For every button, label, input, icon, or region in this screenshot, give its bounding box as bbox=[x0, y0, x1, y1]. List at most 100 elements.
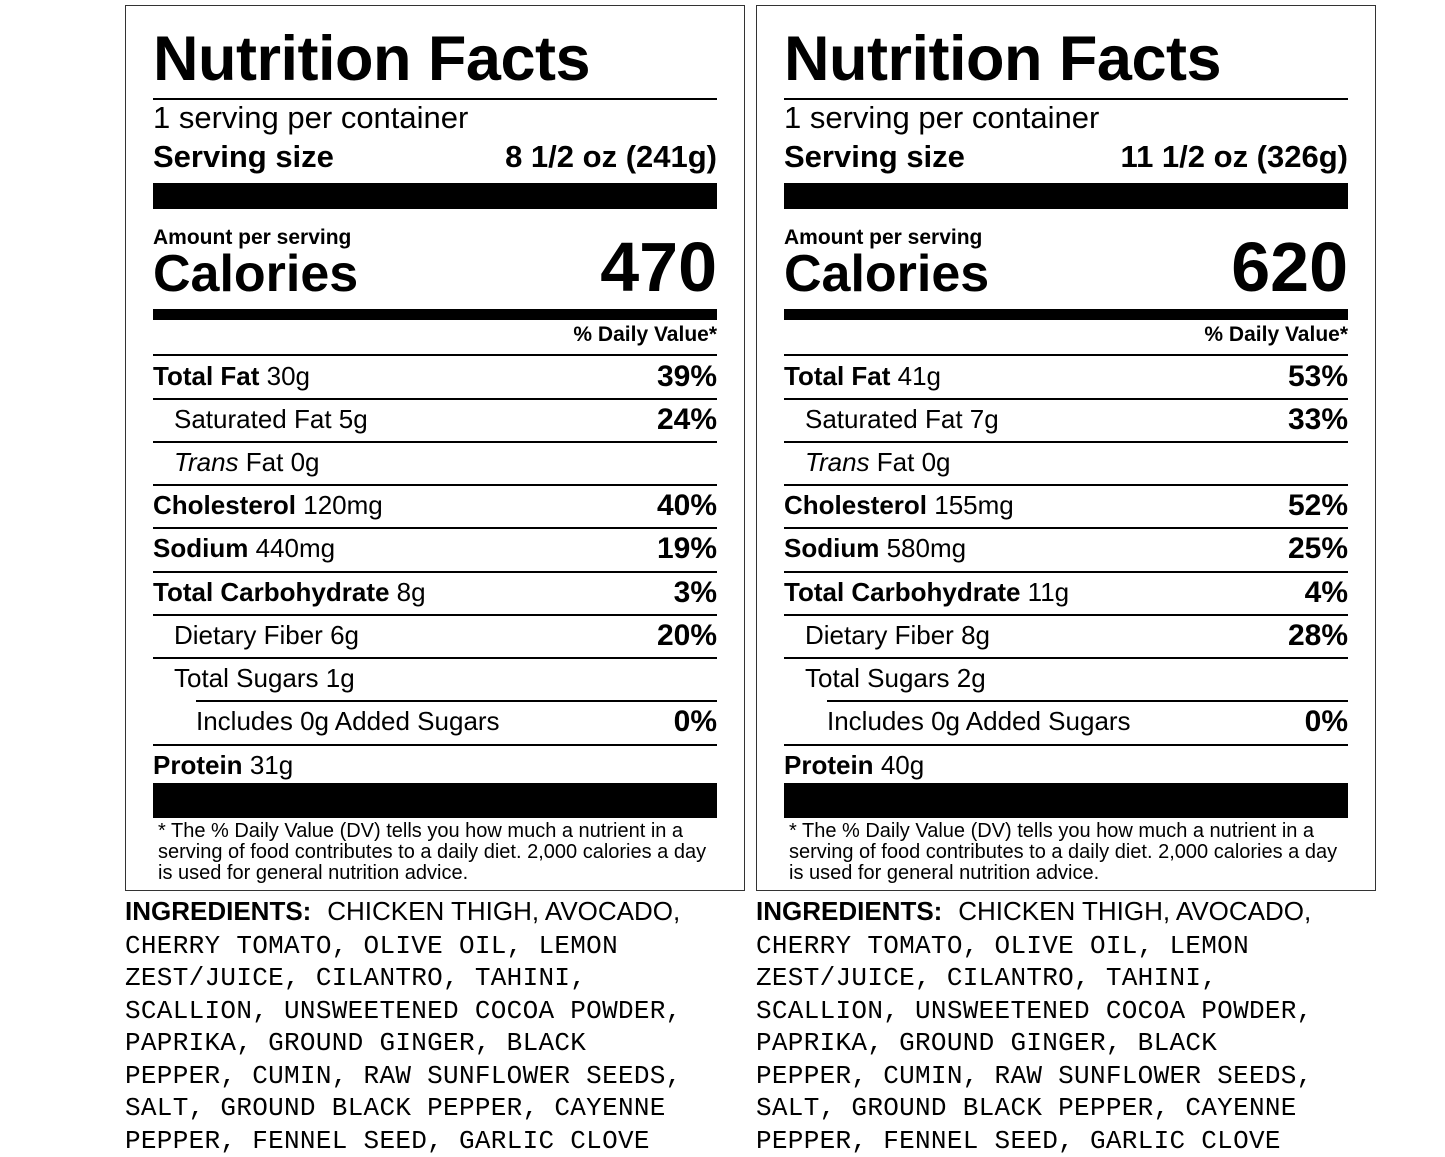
nutrient-name: Total Carbohydrate bbox=[153, 577, 390, 607]
ingredients-line: PEPPER, CUMIN, RAW SUNFLOWER SEEDS, bbox=[125, 1060, 682, 1091]
divider-thin bbox=[153, 744, 717, 746]
nutrient-amount: 1g bbox=[325, 663, 355, 693]
nutrient-amount: 30g bbox=[266, 361, 311, 391]
nutrient-row-total-carbohydrate: Total Carbohydrate 8g 3% bbox=[153, 571, 717, 614]
ingredients-line: CHICKEN THIGH, AVOCADO, bbox=[327, 896, 681, 926]
nutrient-dv: 52% bbox=[1287, 488, 1348, 522]
nutrient-row-dietary-fiber: Dietary Fiber 8g 28% bbox=[784, 614, 1348, 657]
divider-thin bbox=[784, 614, 1348, 616]
nutrient-name: Dietary Fiber bbox=[174, 620, 323, 650]
divider-thin bbox=[784, 571, 1348, 573]
nutrient-name: Saturated Fat bbox=[174, 404, 332, 434]
nutrient-name: Saturated Fat bbox=[805, 404, 963, 434]
nutrient-amount: 8g bbox=[396, 577, 426, 607]
ingredients-line: PAPRIKA, GROUND GINGER, BLACK bbox=[125, 1028, 587, 1058]
nutrient-dv: 25% bbox=[1287, 531, 1348, 565]
divider-thin bbox=[784, 98, 1348, 100]
ingredients-line: PAPRIKA, GROUND GINGER, BLACK bbox=[756, 1028, 1218, 1058]
divider-thin bbox=[196, 700, 717, 702]
divider-thin bbox=[784, 441, 1348, 443]
nutrient-name: Protein bbox=[784, 750, 874, 780]
nutrient-dv: 53% bbox=[1287, 359, 1348, 393]
divider-thin bbox=[153, 441, 717, 443]
nutrient-row-total-sugars: Total Sugars 2g bbox=[784, 657, 1348, 700]
amount-per-serving: Amount per serving bbox=[153, 226, 352, 249]
nutrient-name-italic: Trans bbox=[174, 447, 239, 477]
nutrient-dv: 28% bbox=[1287, 618, 1348, 652]
divider-thin bbox=[784, 657, 1348, 659]
ingredients-line: SCALLION, UNSWEETENED COCOA POWDER, bbox=[756, 995, 1313, 1026]
divider-medium bbox=[784, 309, 1348, 320]
nutrient-amount: 0g bbox=[921, 447, 951, 477]
divider-thick bbox=[153, 783, 717, 818]
serving-size-value: 11 1/2 oz (326g) bbox=[1120, 139, 1348, 174]
nutrient-name: Cholesterol bbox=[153, 490, 297, 520]
nutrient-amount: 6g bbox=[330, 620, 359, 650]
nutrient-row-cholesterol: Cholesterol 155mg 52% bbox=[784, 484, 1348, 527]
ingredients-line: PEPPER, FENNEL SEED, GARLIC CLOVE bbox=[756, 1125, 1281, 1156]
nutrient-dv: 4% bbox=[1304, 575, 1348, 609]
nutrient-dv: 33% bbox=[1287, 402, 1348, 436]
divider-thin bbox=[784, 484, 1348, 486]
nutrient-amount: 580mg bbox=[886, 533, 967, 563]
daily-value-header: % Daily Value* bbox=[1204, 323, 1348, 346]
nutrient-name: Fat bbox=[876, 447, 915, 477]
nutrient-row-sodium: Sodium 440mg 19% bbox=[153, 527, 717, 570]
servings-per-container: 1 serving per container bbox=[784, 100, 1100, 135]
nutrient-dv: 40% bbox=[656, 488, 717, 522]
divider-thin bbox=[153, 571, 717, 573]
label-title: Nutrition Facts bbox=[153, 24, 591, 94]
nutrient-amount: 5g bbox=[338, 404, 368, 434]
servings-per-container: 1 serving per container bbox=[153, 100, 469, 135]
calories-label: Calories bbox=[153, 245, 359, 303]
nutrient-amount: 40g bbox=[880, 750, 925, 780]
nutrient-amount: 440mg bbox=[255, 533, 336, 563]
divider-thin bbox=[153, 614, 717, 616]
nutrient-row-added-sugars: Includes 0g Added Sugars 0% bbox=[784, 700, 1348, 743]
ingredients-line: CHERRY TOMATO, OLIVE OIL, LEMON bbox=[756, 930, 1249, 961]
ingredients-line: PEPPER, CUMIN, RAW SUNFLOWER SEEDS, bbox=[756, 1060, 1313, 1091]
ingredients-line: CHERRY TOMATO, OLIVE OIL, LEMON bbox=[125, 930, 618, 961]
nutrient-name: Dietary Fiber bbox=[805, 620, 954, 650]
divider-thin bbox=[784, 354, 1348, 356]
divider-thin bbox=[784, 744, 1348, 746]
nutrient-name: Sodium bbox=[153, 533, 249, 563]
nutrient-amount: 120mg bbox=[303, 490, 383, 520]
nutrient-row-protein: Protein 40g bbox=[784, 744, 1348, 787]
ingredients-line: ZEST/JUICE, CILANTRO, TAHINI, bbox=[125, 963, 587, 993]
nutrient-name: Includes 0g Added Sugars bbox=[827, 706, 1131, 736]
ingredients-line: ZEST/JUICE, CILANTRO, TAHINI, bbox=[756, 963, 1218, 993]
divider-medium bbox=[153, 309, 717, 320]
divider-thin bbox=[153, 398, 717, 400]
nutrient-name-italic: Trans bbox=[805, 447, 870, 477]
nutrient-row-protein: Protein 31g bbox=[153, 744, 717, 787]
nutrient-name: Total Fat bbox=[153, 361, 260, 391]
nutrient-dv: 39% bbox=[656, 359, 717, 393]
calories-value: 620 bbox=[1231, 228, 1348, 306]
nutrient-row-trans-fat: Trans Fat 0g bbox=[784, 441, 1348, 484]
nutrient-amount: 155mg bbox=[934, 490, 1014, 520]
nutrient-row-total-fat: Total Fat 41g 53% bbox=[784, 355, 1348, 398]
nutrient-row-saturated-fat: Saturated Fat 5g 24% bbox=[153, 398, 717, 441]
nutrient-row-saturated-fat: Saturated Fat 7g 33% bbox=[784, 398, 1348, 441]
ingredients-line: SALT, GROUND BLACK PEPPER, CAYENNE bbox=[125, 1093, 666, 1123]
nutrient-row-trans-fat: Trans Fat 0g bbox=[153, 441, 717, 484]
serving-size-value: 8 1/2 oz (241g) bbox=[505, 139, 717, 174]
nutrient-dv: 0% bbox=[1304, 704, 1348, 738]
nutrient-dv: 19% bbox=[656, 531, 717, 565]
nutrient-amount: 8g bbox=[961, 620, 990, 650]
nutrient-name: Cholesterol bbox=[784, 490, 928, 520]
label-title: Nutrition Facts bbox=[784, 24, 1222, 94]
nutrient-dv: 3% bbox=[673, 575, 717, 609]
ingredients-line: SALT, GROUND BLACK PEPPER, CAYENNE bbox=[756, 1093, 1297, 1123]
calories-value: 470 bbox=[600, 228, 717, 306]
nutrient-row-total-sugars: Total Sugars 1g bbox=[153, 657, 717, 700]
daily-value-footnote: * The % Daily Value (DV) tells you how m… bbox=[789, 820, 1338, 884]
serving-size: Serving size 8 1/2 oz (241g) bbox=[153, 139, 717, 174]
ingredients-line: CHICKEN THIGH, AVOCADO, bbox=[958, 896, 1312, 926]
nutrient-dv: 20% bbox=[656, 618, 717, 652]
nutrient-name: Sodium bbox=[784, 533, 880, 563]
daily-value-footnote: * The % Daily Value (DV) tells you how m… bbox=[158, 820, 707, 884]
ingredients-line: PEPPER, FENNEL SEED, GARLIC CLOVE bbox=[125, 1125, 650, 1156]
nutrient-row-sodium: Sodium 580mg 25% bbox=[784, 527, 1348, 570]
